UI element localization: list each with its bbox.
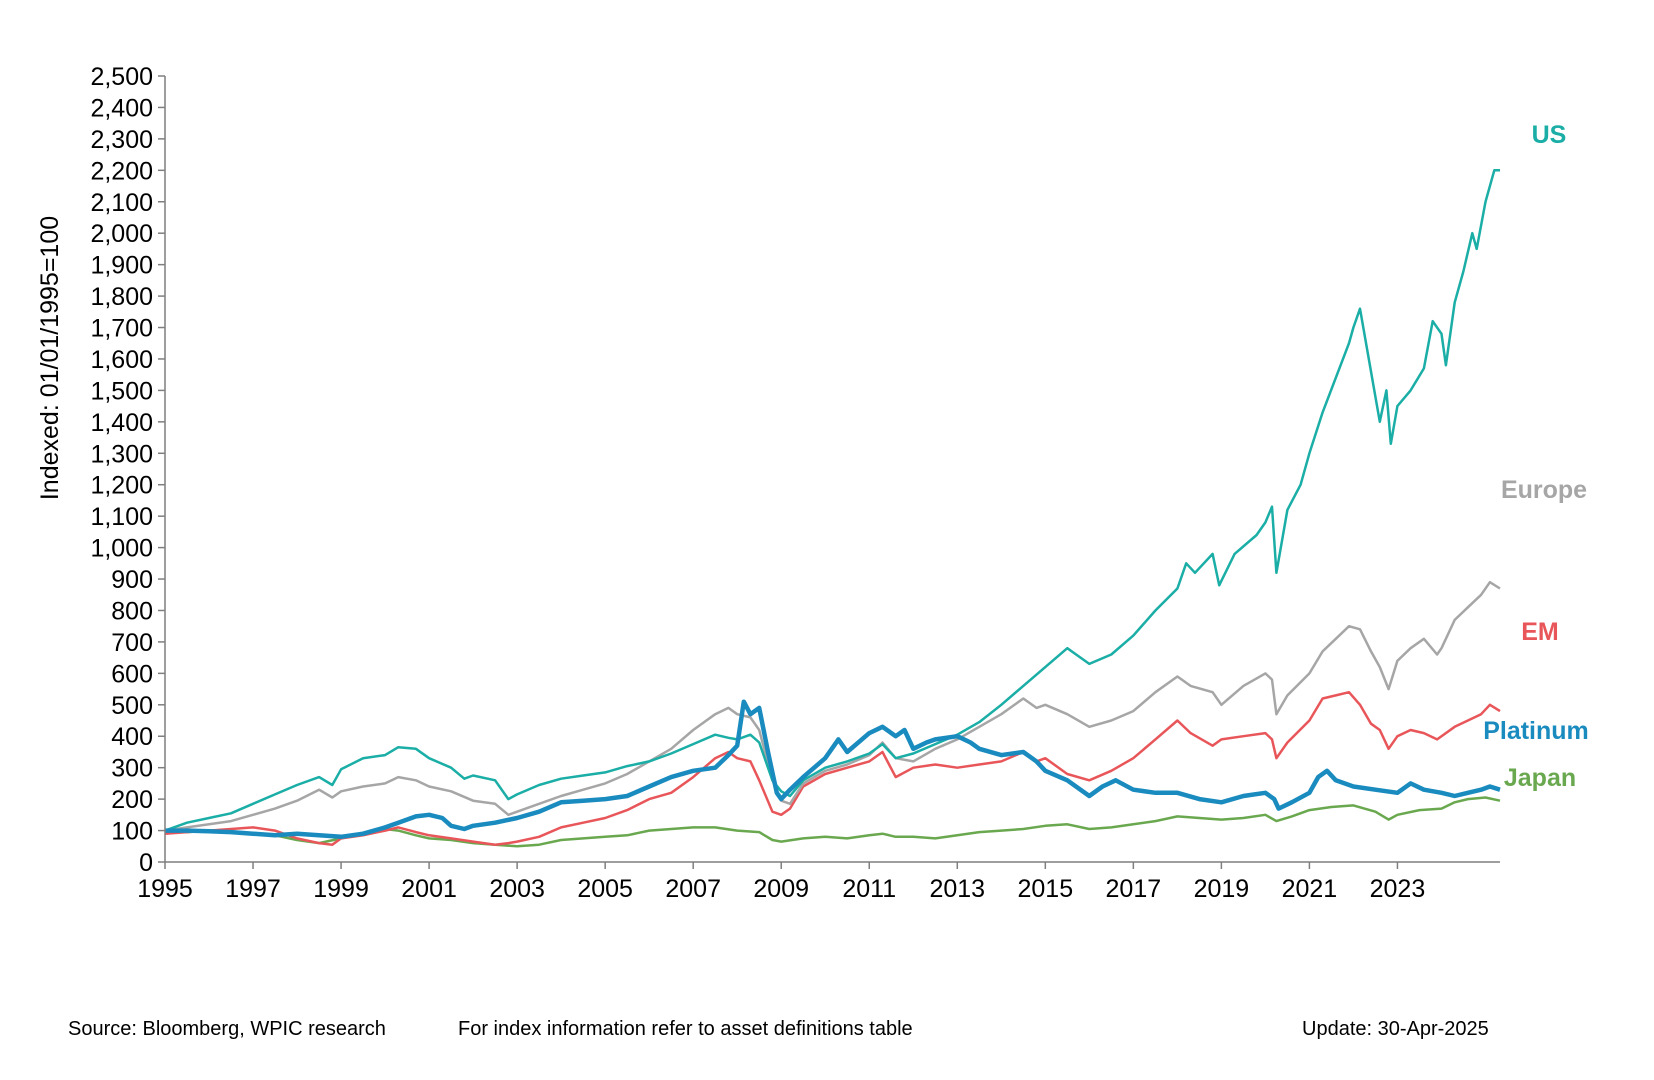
y-tick-label: 0: [139, 849, 153, 877]
series-line-us: [164, 169, 1500, 832]
y-tick-label: 100: [111, 818, 153, 846]
x-tick-label: 1999: [313, 875, 369, 903]
series-labels: US Europe EM Platinum Japan: [1483, 121, 1589, 792]
y-tick-label: 1,600: [90, 346, 153, 374]
x-tick-label: 1995: [137, 875, 193, 903]
y-tick-label: 2,000: [90, 220, 153, 248]
x-tick-label: 2023: [1370, 875, 1426, 903]
x-tick-label: 2021: [1282, 875, 1338, 903]
x-tick-label: 2011: [842, 875, 896, 903]
series-line-japan: [165, 796, 1501, 848]
x-tick-label: 2015: [1018, 875, 1074, 903]
y-tick-label: 2,500: [90, 63, 153, 91]
x-tick-label: 2013: [929, 875, 985, 903]
y-tick-label: 800: [111, 597, 153, 625]
series-line-platinum: [165, 699, 1501, 840]
y-tick-label: 1,300: [90, 440, 153, 468]
series-label-japan: Japan: [1504, 764, 1576, 792]
y-tick-label: 400: [111, 723, 153, 751]
y-tick-label: 1,900: [90, 252, 153, 280]
series-label-us: US: [1532, 121, 1567, 149]
x-tick-label: 2019: [1194, 875, 1250, 903]
y-tick-label: 2,400: [90, 94, 153, 122]
series-line-europe: [164, 580, 1501, 832]
x-tick-label: 1997: [225, 875, 281, 903]
series-label-em: EM: [1521, 618, 1559, 646]
source-note: Source: Bloomberg, WPIC research: [68, 1018, 386, 1040]
series-label-europe: Europe: [1501, 476, 1587, 504]
y-tick-label: 200: [111, 786, 153, 814]
y-tick-label: 2,200: [90, 157, 153, 185]
y-tick-label: 1,500: [90, 377, 153, 405]
update-date: Update: 30-Apr-2025: [1302, 1018, 1489, 1040]
y-tick-label: 300: [111, 755, 153, 783]
axes-layer: [158, 75, 1500, 869]
y-tick-label: 1,800: [90, 283, 153, 311]
series-line-em: [164, 690, 1501, 846]
y-tick-label: 1,200: [90, 472, 153, 500]
y-tick-label: 500: [111, 692, 153, 720]
y-tick-label: 900: [111, 566, 153, 594]
x-tick-label: 2017: [1106, 875, 1162, 903]
y-tick-label: 1,400: [90, 409, 153, 437]
y-tick-label: 700: [111, 629, 153, 657]
x-tick-label: 2001: [401, 875, 457, 903]
series-label-platinum: Platinum: [1483, 717, 1589, 745]
y-tick-labels: 0 100 200 300 400 500 600 700 800 900 1,000 1,100 1,…: [90, 63, 153, 877]
x-tick-label: 2005: [577, 875, 633, 903]
y-tick-label: 600: [111, 660, 153, 688]
x-tick-label: 2003: [489, 875, 545, 903]
y-tick-label: 1,100: [90, 503, 153, 531]
y-tick-label: 1,700: [90, 315, 153, 343]
x-tick-label: 2007: [665, 875, 721, 903]
y-tick-label: 1,000: [90, 535, 153, 563]
y-tick-label: 2,300: [90, 126, 153, 154]
series-layer: [164, 169, 1501, 848]
index-info-note: For index information refer to asset def…: [458, 1018, 913, 1040]
x-tick-labels: 1995 1997 1999 2001 2003 2005 2007 2009 2011 2013…: [137, 875, 1425, 903]
x-tick-label: 2009: [753, 875, 809, 903]
y-tick-label: 2,100: [90, 189, 153, 217]
y-axis-title: Indexed: 01/01/1995=100: [36, 216, 64, 500]
